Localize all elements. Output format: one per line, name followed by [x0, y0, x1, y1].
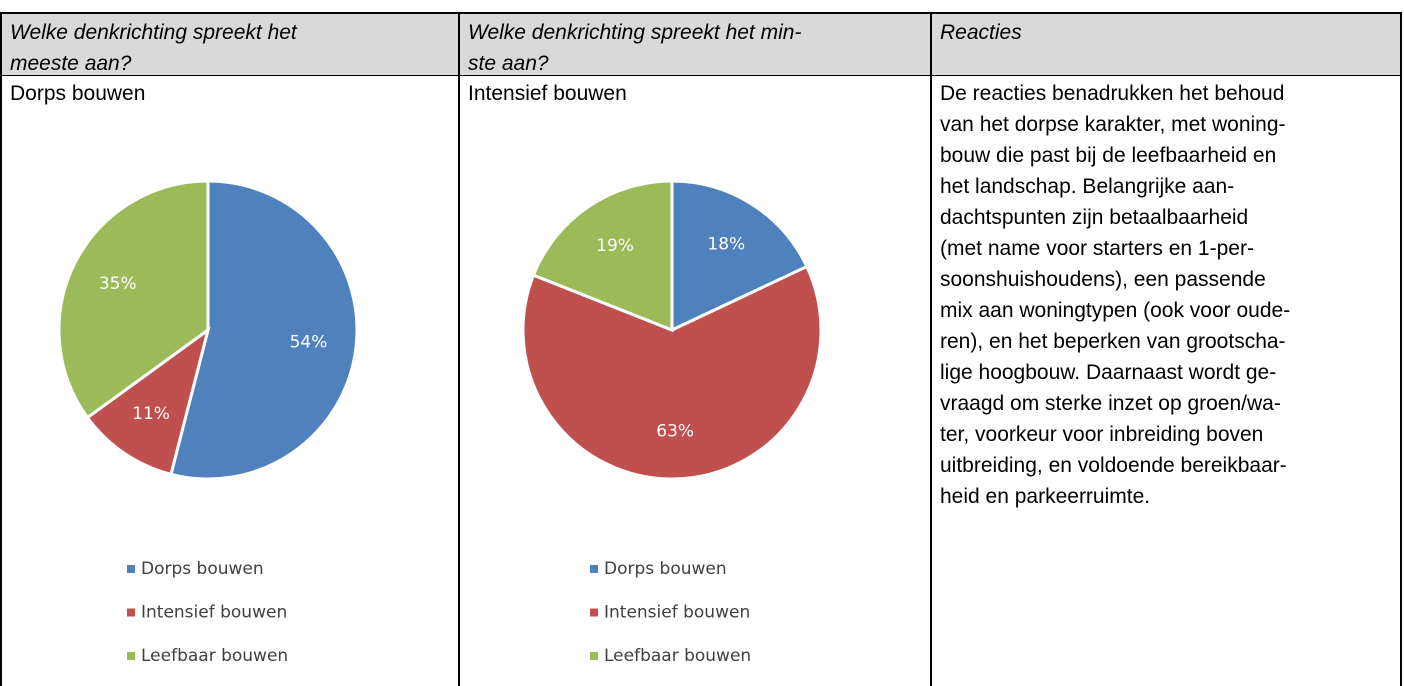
- slice-label: 35%: [99, 274, 137, 294]
- pie-chart: 18% 63% 19% Dorps bouwen Intensief bouwen Lee…: [521, 179, 823, 666]
- header-cell: Welke denkrichting spreekt het min-ste a…: [458, 12, 930, 76]
- legend-swatch: [127, 608, 135, 617]
- text-line: lige hoogbouw. Daarnaast wordt ge-: [940, 361, 1277, 384]
- text-line: De reacties benadrukken het behoud: [940, 82, 1285, 105]
- slice-label: 19%: [596, 236, 634, 256]
- legend-swatch: [127, 652, 135, 660]
- legend-swatch: [590, 652, 598, 660]
- slice-label: 18%: [707, 234, 745, 254]
- slice-label: 63%: [656, 421, 694, 441]
- header-cell: Reacties: [930, 12, 1402, 76]
- header-line: Welke denkrichting spreekt het min-: [468, 21, 802, 44]
- text-line: ren), en het beperken van grootscha-: [940, 330, 1286, 353]
- pie-slice: [57, 179, 210, 420]
- legend-swatch: [127, 565, 135, 573]
- pie-slice: [169, 179, 359, 481]
- header-cell: Welke denkrichting spreekt het meeste aan…: [0, 12, 458, 76]
- text-line: mix aan woningtypen (ook voor oude-: [940, 299, 1291, 322]
- text-line: ter, voorkeur voor inbreiding boven: [940, 423, 1264, 446]
- header-line: meeste aan?: [10, 52, 132, 75]
- pie-chart: 54% 11% 35% Dorps bouwen Intensief bouwen Lee…: [57, 179, 359, 666]
- cell-text: De reacties benadrukken het behoud van he…: [940, 78, 1290, 512]
- pie-slice: [521, 264, 823, 481]
- text-line: heid en parkeerruimte.: [940, 485, 1151, 508]
- text-line: dachtspunten zijn betaalbaarheid: [940, 206, 1249, 229]
- pie-slice: [85, 326, 211, 477]
- header-text: Welke denkrichting spreekt het meeste aan…: [10, 17, 297, 79]
- body-cell: Dorps bouwen 54% 11% 35% Dorps bouwen Intensi…: [0, 76, 458, 686]
- text-line: bouw die past bij de leefbaarheid en: [940, 144, 1277, 167]
- text-line: het landschap. Belangrijke aan-: [940, 175, 1235, 198]
- slice-label: 54%: [290, 333, 328, 353]
- header-line: ste aan?: [468, 52, 549, 75]
- header-text: Reacties: [940, 17, 1022, 48]
- text-line: uitbreiding, en voldoende bereikbaar-: [940, 454, 1287, 477]
- legend-label: Leefbaar bouwen: [604, 646, 751, 666]
- text-line: (met name voor starters en 1-per-: [940, 237, 1254, 260]
- legend-label: Intensief bouwen: [141, 603, 287, 623]
- body-cell: Intensief bouwen 18% 63% 19% Dorps bouwen Int…: [458, 76, 930, 686]
- cell-text: Intensief bouwen: [468, 78, 627, 109]
- header-text: Welke denkrichting spreekt het min-ste a…: [468, 17, 801, 79]
- legend-label: Dorps bouwen: [604, 559, 727, 579]
- cell-title: Dorps bouwen: [10, 82, 146, 105]
- cell-text: Dorps bouwen: [10, 78, 145, 109]
- legend-swatch: [590, 565, 598, 573]
- legend-label: Dorps bouwen: [141, 559, 264, 579]
- pie-slice: [531, 179, 674, 333]
- header-line: Reacties: [940, 21, 1022, 44]
- slice-label: 11%: [132, 404, 170, 424]
- legend-label: Intensief bouwen: [604, 603, 750, 623]
- pie-slice: [670, 179, 809, 333]
- legend-label: Leefbaar bouwen: [141, 646, 288, 666]
- body-cell: De reacties benadrukken het behoud van he…: [930, 76, 1402, 686]
- header-line: Welke denkrichting spreekt het: [10, 21, 297, 44]
- legend-swatch: [590, 608, 598, 617]
- cell-title: Intensief bouwen: [468, 82, 627, 105]
- text-line: van het dorpse karakter, met woning-: [940, 113, 1286, 136]
- text-line: soonshuishoudens), een passende: [940, 268, 1266, 291]
- text-line: vraagd om sterke inzet op groen/wa-: [940, 392, 1281, 415]
